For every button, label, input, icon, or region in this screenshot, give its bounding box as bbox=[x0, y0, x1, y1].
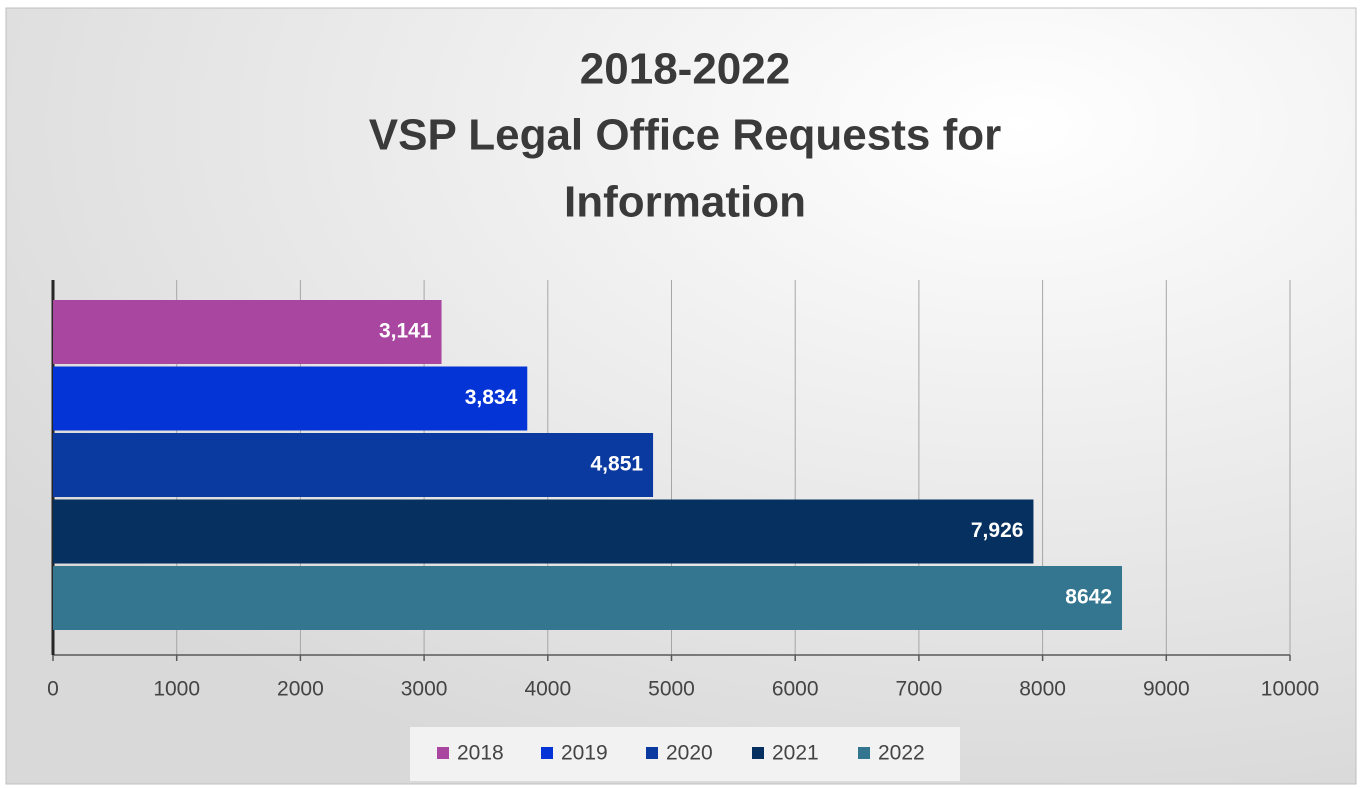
chart-title: Information bbox=[564, 178, 806, 227]
legend-swatch bbox=[541, 747, 553, 759]
x-tick-label: 5000 bbox=[648, 678, 695, 701]
legend-swatch bbox=[646, 747, 658, 759]
bar bbox=[53, 566, 1123, 630]
legend-label: 2020 bbox=[666, 742, 713, 765]
data-label: 7,926 bbox=[971, 519, 1024, 542]
x-tick-label: 1000 bbox=[153, 678, 200, 701]
legend-label: 2021 bbox=[772, 742, 819, 765]
x-tick-label: 10000 bbox=[1261, 678, 1319, 701]
legend-swatch bbox=[437, 747, 449, 759]
chart-title: 2018-2022 bbox=[580, 45, 790, 94]
legend-swatch bbox=[858, 747, 870, 759]
data-label: 3,141 bbox=[379, 320, 432, 343]
legend-label: 2019 bbox=[561, 742, 608, 765]
chart-title: VSP Legal Office Requests for bbox=[369, 111, 1001, 160]
x-tick-label: 8000 bbox=[1019, 678, 1066, 701]
x-tick-label: 4000 bbox=[524, 678, 571, 701]
x-tick-label: 3000 bbox=[401, 678, 448, 701]
x-tick-label: 0 bbox=[47, 678, 59, 701]
x-tick-label: 2000 bbox=[277, 678, 324, 701]
x-tick-label: 6000 bbox=[772, 678, 819, 701]
bar bbox=[53, 499, 1034, 564]
x-tick-label: 7000 bbox=[896, 678, 943, 701]
data-label: 8642 bbox=[1065, 586, 1112, 609]
legend-swatch bbox=[752, 747, 764, 759]
bar bbox=[53, 366, 528, 431]
bar bbox=[53, 433, 654, 497]
data-label: 4,851 bbox=[591, 453, 644, 476]
bar bbox=[53, 300, 442, 364]
legend-label: 2022 bbox=[878, 742, 925, 765]
legend-label: 2018 bbox=[457, 742, 504, 765]
x-tick-label: 9000 bbox=[1143, 678, 1190, 701]
data-label: 3,834 bbox=[465, 386, 518, 409]
